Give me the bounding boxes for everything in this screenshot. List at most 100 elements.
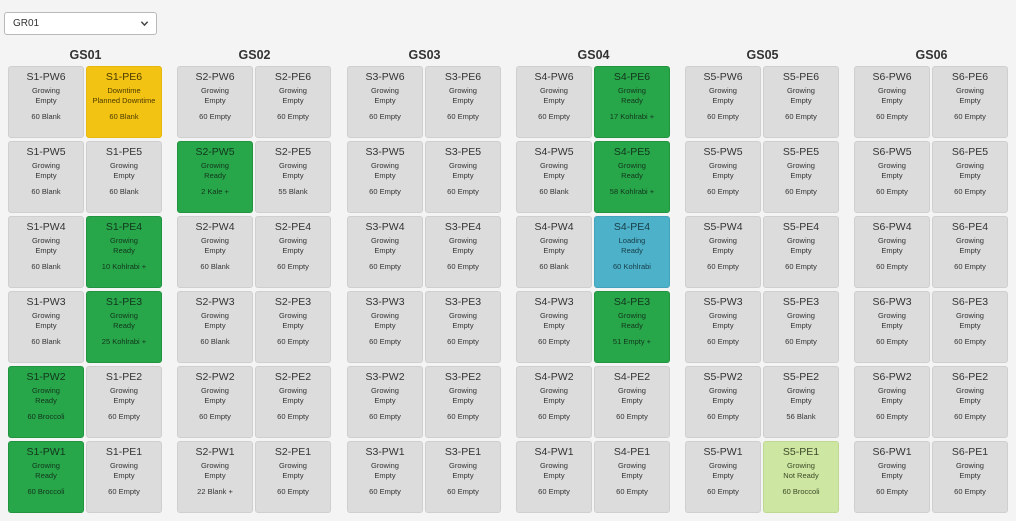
station-cell[interactable]: S2-PW5 Growing Ready 2 Kale + [177,141,253,213]
station-cell[interactable]: S3-PW6 Growing Empty 60 Empty [347,66,423,138]
cell-status: Downtime [107,86,141,95]
station-cell[interactable]: S3-PW4 Growing Empty 60 Empty [347,216,423,288]
station-cell[interactable]: S2-PW3 Growing Empty 60 Blank [177,291,253,363]
station-cell[interactable]: S5-PE3 Growing Empty 60 Empty [763,291,839,363]
cell-status: Growing [787,386,815,395]
station-cell[interactable]: S3-PE5 Growing Empty 60 Empty [425,141,501,213]
station-cell[interactable]: S4-PE3 Growing Ready 51 Empty + [594,291,670,363]
station-cell[interactable]: S1-PW1 Growing Ready 60 Broccoli [8,441,84,513]
cell-contents: 60 Empty [369,487,401,496]
station-cell[interactable]: S3-PE4 Growing Empty 60 Empty [425,216,501,288]
station-cell[interactable]: S4-PE2 Growing Empty 60 Empty [594,366,670,438]
station-cell[interactable]: S5-PE5 Growing Empty 60 Empty [763,141,839,213]
cell-name: S2-PE1 [274,446,312,458]
station-cell[interactable]: S4-PW6 Growing Empty 60 Empty [516,66,592,138]
cell-name: S5-PE5 [782,146,820,158]
station-cell[interactable]: S4-PE5 Growing Ready 58 Kohlrabi + [594,141,670,213]
growing-stations: GS01 S1-PW6 Growing Empty 60 Blank S1-PW5 Gro… [8,46,1016,521]
station-cell[interactable]: S4-PW4 Growing Empty 60 Blank [516,216,592,288]
station-cell[interactable]: S5-PE2 Growing Empty 56 Blank [763,366,839,438]
station-cell[interactable]: S3-PW2 Growing Empty 60 Empty [347,366,423,438]
cell-name: S1-PW2 [26,371,66,383]
station-cell[interactable]: S4-PE6 Growing Ready 17 Kohlrabi + [594,66,670,138]
station-cell[interactable]: S4-PW5 Growing Empty 60 Blank [516,141,592,213]
station-cell[interactable]: S5-PW5 Growing Empty 60 Empty [685,141,761,213]
cell-status: Growing [540,86,568,95]
east-column: S4-PE6 Growing Ready 17 Kohlrabi + S4-PE5 Gro… [594,66,670,513]
station-cell[interactable]: S6-PE2 Growing Empty 60 Empty [932,366,1008,438]
station-cell[interactable]: S3-PE1 Growing Empty 60 Empty [425,441,501,513]
cell-state: Empty [35,96,57,105]
station-cell[interactable]: S6-PE1 Growing Empty 60 Empty [932,441,1008,513]
cell-contents: 60 Empty [369,112,401,121]
station-cell[interactable]: S5-PW1 Growing Empty 60 Empty [685,441,761,513]
station-cell[interactable]: S3-PE2 Growing Empty 60 Empty [425,366,501,438]
station-cell[interactable]: S2-PE4 Growing Empty 60 Empty [255,216,331,288]
station-cell[interactable]: S2-PE1 Growing Empty 60 Empty [255,441,331,513]
station-cell[interactable]: S6-PE4 Growing Empty 60 Empty [932,216,1008,288]
station-cell[interactable]: S2-PE6 Growing Empty 60 Empty [255,66,331,138]
station-cell[interactable]: S1-PW2 Growing Ready 60 Broccoli [8,366,84,438]
station-cell[interactable]: S1-PW3 Growing Empty 60 Blank [8,291,84,363]
station-cell[interactable]: S1-PW5 Growing Empty 60 Blank [8,141,84,213]
station-cell[interactable]: S2-PE5 Growing Empty 55 Blank [255,141,331,213]
station-cell[interactable]: S5-PW4 Growing Empty 60 Empty [685,216,761,288]
cell-contents: 60 Empty [447,187,479,196]
station-cell[interactable]: S1-PE1 Growing Empty 60 Empty [86,441,162,513]
station-cell[interactable]: S6-PE3 Growing Empty 60 Empty [932,291,1008,363]
station-cell[interactable]: S3-PW5 Growing Empty 60 Empty [347,141,423,213]
station-cell[interactable]: S1-PE4 Growing Ready 10 Kohlrabi + [86,216,162,288]
station-cell[interactable]: S4-PW2 Growing Empty 60 Empty [516,366,592,438]
station-cell[interactable]: S2-PE3 Growing Empty 60 Empty [255,291,331,363]
station-cell[interactable]: S1-PW4 Growing Empty 60 Blank [8,216,84,288]
station-cell[interactable]: S3-PW1 Growing Empty 60 Empty [347,441,423,513]
cell-name: S5-PE3 [782,296,820,308]
cell-name: S2-PW2 [195,371,235,383]
station-cell[interactable]: S1-PE2 Growing Empty 60 Empty [86,366,162,438]
station-cell[interactable]: S4-PE1 Growing Empty 60 Empty [594,441,670,513]
station-cell[interactable]: S6-PW5 Growing Empty 60 Empty [854,141,930,213]
station-cell[interactable]: S1-PW6 Growing Empty 60 Blank [8,66,84,138]
east-column: S6-PE6 Growing Empty 60 Empty S6-PE5 Growing E… [932,66,1008,513]
greenhouse-select[interactable]: GR01 [4,12,157,35]
station-cell[interactable]: S3-PE3 Growing Empty 60 Empty [425,291,501,363]
cell-contents: 60 Empty [954,337,986,346]
station-cell[interactable]: S5-PW2 Growing Empty 60 Empty [685,366,761,438]
station-cell[interactable]: S1-PE3 Growing Ready 25 Kohlrabi + [86,291,162,363]
cell-state: Ready [35,471,57,480]
station-cell[interactable]: S2-PW2 Growing Empty 60 Empty [177,366,253,438]
station-cell[interactable]: S4-PW1 Growing Empty 60 Empty [516,441,592,513]
cell-status: Growing [540,236,568,245]
station-cell[interactable]: S1-PE5 Growing Empty 60 Blank [86,141,162,213]
cell-contents: 56 Blank [786,412,816,421]
cell-state: Empty [881,396,903,405]
station-cell[interactable]: S6-PW4 Growing Empty 60 Empty [854,216,930,288]
station-cell[interactable]: S5-PW3 Growing Empty 60 Empty [685,291,761,363]
station-cell[interactable]: S2-PW6 Growing Empty 60 Empty [177,66,253,138]
station-cell[interactable]: S4-PE4 Loading Ready 60 Kohlrabi [594,216,670,288]
station-title: GS04 [577,48,610,62]
station-cell[interactable]: S5-PE4 Growing Empty 60 Empty [763,216,839,288]
station-cell[interactable]: S6-PE6 Growing Empty 60 Empty [932,66,1008,138]
cell-name: S6-PW5 [872,146,912,158]
cell-name: S6-PE2 [951,371,989,383]
cell-state: Empty [543,321,565,330]
station-cell[interactable]: S2-PW4 Growing Empty 60 Blank [177,216,253,288]
station-cell[interactable]: S5-PE1 Growing Not Ready 60 Broccoli [763,441,839,513]
station-cell[interactable]: S2-PW1 Growing Empty 22 Blank + [177,441,253,513]
station-cell[interactable]: S3-PE6 Growing Empty 60 Empty [425,66,501,138]
station-cell[interactable]: S1-PE6 Downtime Planned Downtime 60 Blank [86,66,162,138]
station-cell[interactable]: S3-PW3 Growing Empty 60 Empty [347,291,423,363]
station-cell[interactable]: S6-PW6 Growing Empty 60 Empty [854,66,930,138]
cell-status: Growing [878,161,906,170]
cell-state: Empty [959,471,981,480]
station-cell[interactable]: S6-PW2 Growing Empty 60 Empty [854,366,930,438]
cell-name: S6-PW4 [872,221,912,233]
station-cell[interactable]: S6-PW3 Growing Empty 60 Empty [854,291,930,363]
station-cell[interactable]: S4-PW3 Growing Empty 60 Empty [516,291,592,363]
station-cell[interactable]: S6-PW1 Growing Empty 60 Empty [854,441,930,513]
station-cell[interactable]: S5-PW6 Growing Empty 60 Empty [685,66,761,138]
station-cell[interactable]: S2-PE2 Growing Empty 60 Empty [255,366,331,438]
station-cell[interactable]: S5-PE6 Growing Empty 60 Empty [763,66,839,138]
station-cell[interactable]: S6-PE5 Growing Empty 60 Empty [932,141,1008,213]
